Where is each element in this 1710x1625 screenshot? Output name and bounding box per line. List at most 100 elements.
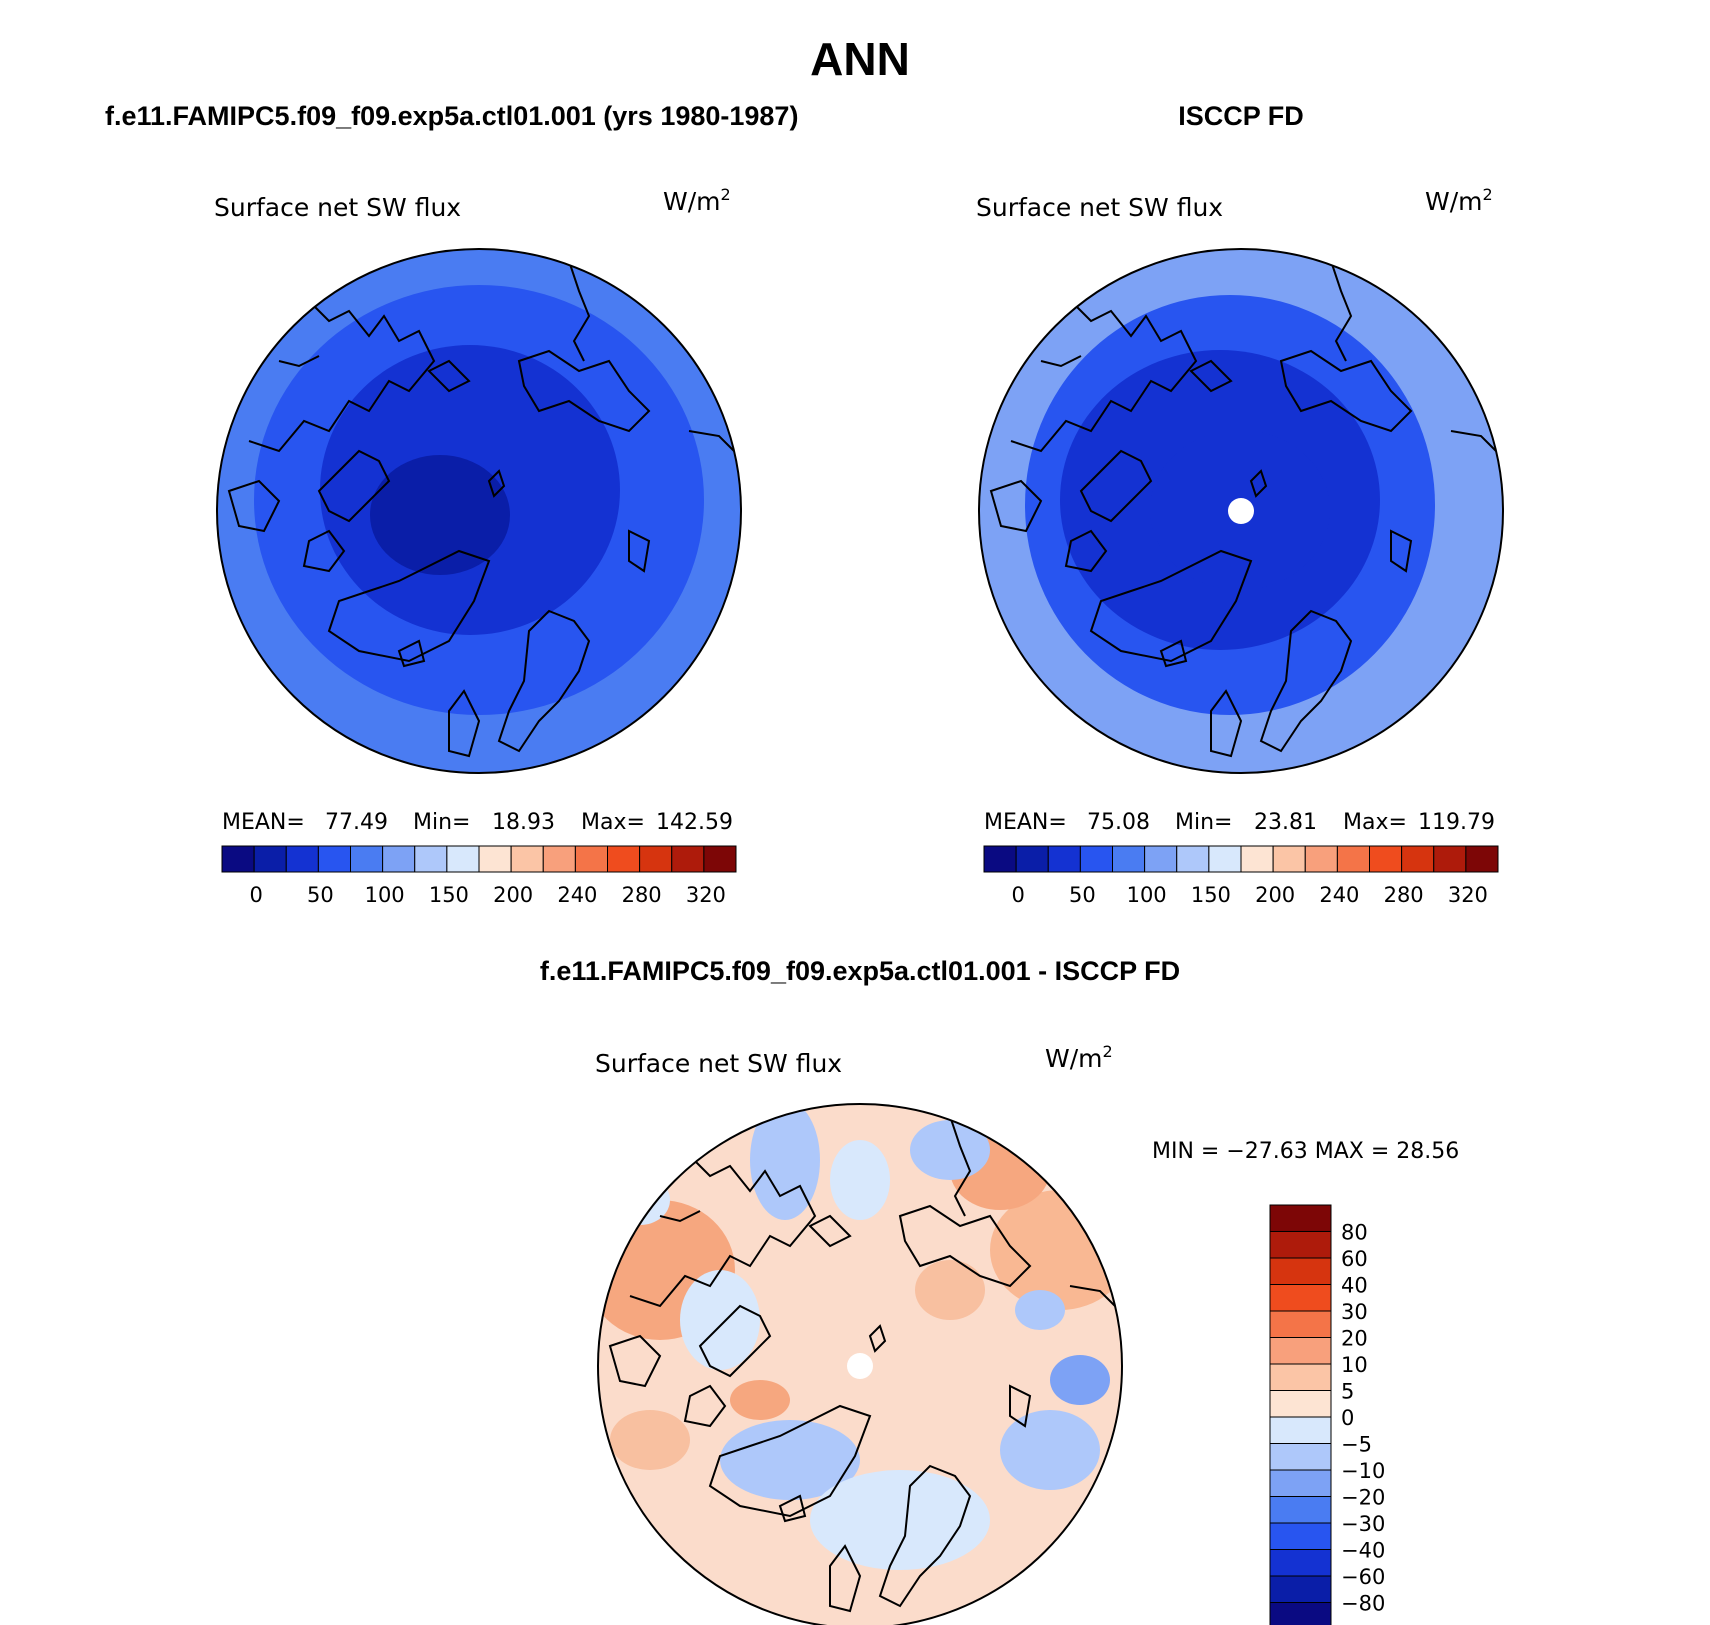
colorbar-tick-label: 50 — [1069, 883, 1096, 907]
map-boundary — [978, 248, 1504, 774]
colorbar-tick-label: −10 — [1341, 1459, 1385, 1483]
colorbar-swatch — [317, 845, 351, 873]
panel-diff-variable: Surface net SW flux — [595, 1049, 842, 1078]
diff-minmax: MIN = −27.63 MAX = 28.56 — [1152, 1139, 1459, 1164]
colorbar-tick-label: −40 — [1341, 1539, 1385, 1563]
colorbar-swatch — [1269, 1469, 1332, 1497]
colorbar-swatch — [446, 845, 480, 873]
colorbar-tick-label: 40 — [1341, 1274, 1368, 1298]
colorbar-swatch — [221, 845, 255, 873]
map-boundary — [597, 1103, 1123, 1625]
panel-obs: ISCCP FD Surface net SW flux W/m2 MEAN= … — [976, 101, 1504, 907]
panel-model: f.e11.FAMIPC5.f09_f09.exp5a.ctl01.001 (y… — [105, 101, 798, 907]
colorbar-tick-label: 240 — [1319, 883, 1359, 907]
colorbar-swatch — [1240, 845, 1274, 873]
contour-core — [370, 455, 510, 575]
min-value: 23.81 — [1254, 810, 1317, 835]
colorbar-swatch — [1269, 1496, 1332, 1524]
colorbar-tick-label: 20 — [1341, 1327, 1368, 1351]
panel-diff: f.e11.FAMIPC5.f09_f09.exp5a.ctl01.001 - … — [540, 956, 1459, 1625]
colorbar-tick-label: −5 — [1341, 1433, 1372, 1457]
colorbar-tick-label: 100 — [1127, 883, 1167, 907]
colorbar-tick-label: 10 — [1341, 1353, 1368, 1377]
colorbar-tick-label: −20 — [1341, 1486, 1385, 1510]
colorbar-swatch — [1269, 1310, 1332, 1338]
main-title: ANN — [810, 33, 910, 85]
panel-obs-variable: Surface net SW flux — [976, 193, 1223, 222]
colorbar-tick-label: −80 — [1341, 1592, 1385, 1616]
panel-model-stats: MEAN= 77.49 Min= 18.93 Max= 142.59 — [222, 810, 733, 835]
colorbar-swatch — [1369, 845, 1403, 873]
colorbar-swatch — [510, 845, 544, 873]
colorbar-swatch — [1269, 1602, 1332, 1625]
colorbar-tick-label: 320 — [1448, 883, 1488, 907]
colorbar-swatch — [1336, 845, 1370, 873]
max-label: Max= — [581, 810, 645, 835]
colorbar-swatch — [671, 845, 705, 873]
missing-data-pole — [847, 1353, 873, 1379]
colorbar-swatch — [542, 845, 576, 873]
colorbar-swatch — [1144, 845, 1178, 873]
panel-model-header: f.e11.FAMIPC5.f09_f09.exp5a.ctl01.001 (y… — [105, 101, 798, 131]
colorbar-swatch — [478, 845, 512, 873]
colorbar-swatch — [1047, 845, 1081, 873]
colorbar-obs — [983, 845, 1499, 873]
colorbar-tick-label: 200 — [493, 883, 533, 907]
colorbar-swatch — [414, 845, 448, 873]
colorbar-swatch — [1176, 845, 1210, 873]
min-value: 18.93 — [492, 810, 555, 835]
colorbar-tick-label: 150 — [1191, 883, 1231, 907]
colorbar-tick-label: 150 — [429, 883, 469, 907]
colorbar-swatch — [1269, 1337, 1332, 1365]
colorbar-tick-label: 60 — [1341, 1247, 1368, 1271]
colorbar-swatch — [1269, 1443, 1332, 1471]
colorbar-tick-label: 100 — [365, 883, 405, 907]
mean-label: MEAN= — [222, 810, 305, 835]
colorbar-swatch — [983, 845, 1017, 873]
colorbar-tick-label: 280 — [1384, 883, 1424, 907]
map-boundary — [216, 248, 742, 774]
colorbar-tick-label: 5 — [1341, 1380, 1354, 1404]
panel-diff-units: W/m2 — [1045, 1042, 1113, 1073]
colorbar-tick-label: 280 — [622, 883, 662, 907]
colorbar-swatch — [382, 845, 416, 873]
colorbar-swatch — [1401, 845, 1435, 873]
colorbar-tick-label: 80 — [1341, 1221, 1368, 1245]
panel-model-units: W/m2 — [663, 185, 731, 216]
colorbar-swatch — [1079, 845, 1113, 873]
panel-obs-map — [979, 249, 1503, 773]
colorbar-swatch — [1433, 845, 1467, 873]
colorbar-swatch — [1015, 845, 1049, 873]
colorbar-swatch — [1269, 1549, 1332, 1577]
colorbar-obs-labels: 0 50 100 150 200 240 280 320 — [1011, 883, 1487, 907]
colorbar-swatch — [1269, 1390, 1332, 1418]
max-value: 119.79 — [1418, 810, 1495, 835]
colorbar-swatch — [1304, 845, 1338, 873]
mean-value: 75.08 — [1087, 810, 1150, 835]
colorbar-swatch — [703, 845, 737, 873]
mean-label: MEAN= — [984, 810, 1067, 835]
panel-model-variable: Surface net SW flux — [214, 193, 461, 222]
panel-model-map — [217, 249, 741, 773]
colorbar-model-labels: 0 50 100 150 200 240 280 320 — [249, 883, 725, 907]
colorbar-tick-label: −60 — [1341, 1565, 1385, 1589]
colorbar-tick-label: −30 — [1341, 1512, 1385, 1536]
min-label: Min= — [1175, 810, 1232, 835]
colorbar-swatch — [1269, 1284, 1332, 1312]
panel-obs-units: W/m2 — [1425, 185, 1493, 216]
colorbar-tick-label: 0 — [249, 883, 262, 907]
max-label: Max= — [1343, 810, 1407, 835]
missing-data-pole — [1228, 498, 1254, 524]
panel-obs-header: ISCCP FD — [1178, 101, 1304, 131]
max-value: 142.59 — [656, 810, 733, 835]
colorbar-swatch — [1269, 1231, 1332, 1259]
colorbar-model — [221, 845, 737, 873]
colorbar-tick-label: 0 — [1011, 883, 1024, 907]
colorbar-swatch — [350, 845, 384, 873]
colorbar-swatch — [1269, 1363, 1332, 1391]
colorbar-tick-label: 50 — [307, 883, 334, 907]
colorbar-diff — [1269, 1204, 1332, 1625]
colorbar-swatch — [1269, 1416, 1332, 1444]
colorbar-swatch — [639, 845, 673, 873]
colorbar-swatch — [253, 845, 287, 873]
